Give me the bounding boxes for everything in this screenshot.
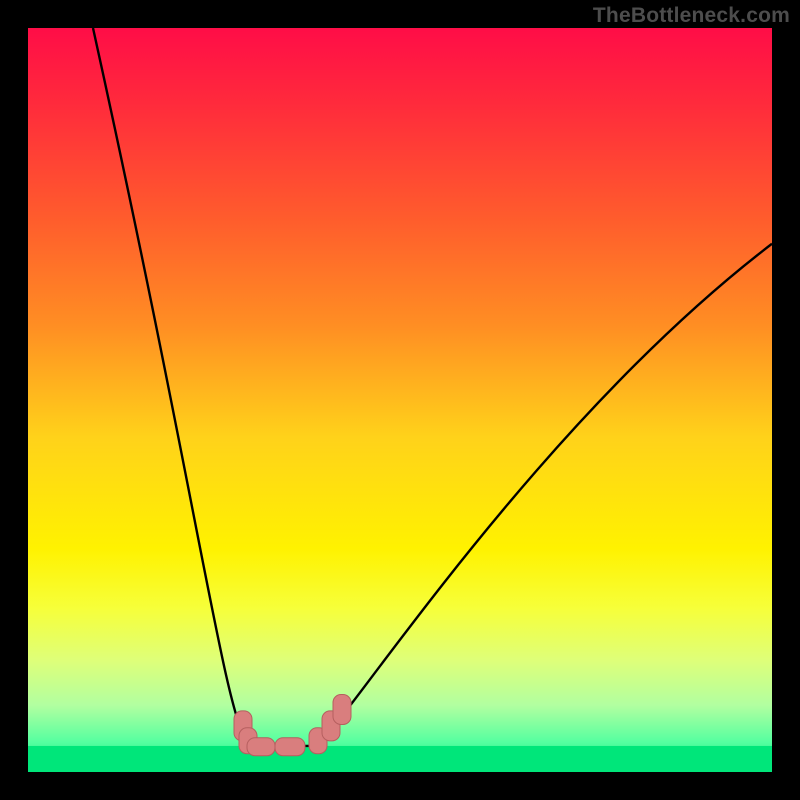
green-band <box>28 746 772 772</box>
plot-area <box>28 28 772 772</box>
marker-point <box>333 695 351 725</box>
chart-canvas: TheBottleneck.com <box>0 0 800 800</box>
marker-point <box>275 738 305 756</box>
watermark-text: TheBottleneck.com <box>593 4 790 28</box>
plot-svg <box>28 28 772 772</box>
marker-point <box>247 738 275 756</box>
gradient-background <box>28 28 772 772</box>
